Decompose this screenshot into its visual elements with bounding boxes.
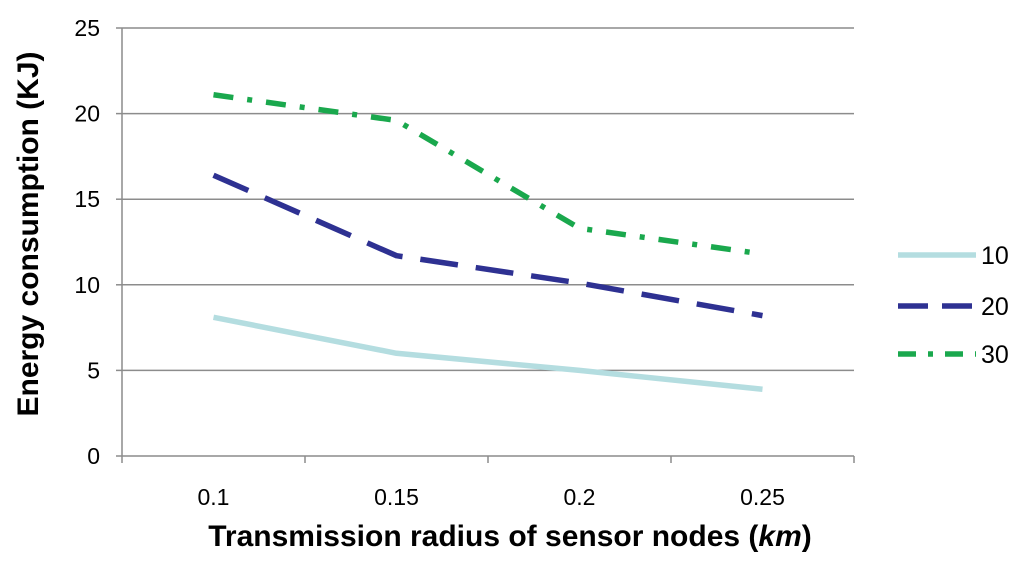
legend-label-30: 30 (981, 341, 1009, 369)
y-tick-labels: 0 5 10 15 20 25 (74, 15, 100, 469)
series-line-10 (212, 314, 763, 392)
legend-label-20: 20 (981, 293, 1009, 321)
x-tick-label: 0.1 (198, 484, 230, 510)
gridlines (122, 27, 854, 372)
legend-label-10: 10 (981, 242, 1009, 270)
y-tick-label: 25 (74, 15, 100, 41)
y-axis-title: Energy consumption (KJ) (12, 51, 45, 416)
series-line-20 (212, 172, 763, 319)
series-lines (212, 92, 763, 392)
y-tick-label: 0 (87, 443, 100, 469)
series-line-30 (213, 92, 763, 257)
x-tick-label: 0.15 (374, 484, 419, 510)
x-tick-label: 0.2 (564, 484, 596, 510)
y-tick-label: 20 (74, 101, 100, 127)
x-tick-labels: 0.1 0.15 0.2 0.25 (198, 484, 785, 510)
y-tick-label: 10 (74, 272, 100, 298)
x-axis-title: Transmission radius of sensor nodes (km) (208, 520, 812, 553)
legend: 10 20 30 (898, 242, 1009, 369)
x-axis-title-unit: km (758, 520, 801, 553)
x-axis-title-main: Transmission radius of sensor nodes ( (208, 520, 758, 553)
y-tick-label: 15 (74, 186, 100, 212)
y-tick-label: 5 (87, 357, 100, 383)
axes (116, 27, 855, 463)
x-axis-title-close: ) (802, 520, 812, 553)
x-tick-label: 0.25 (740, 484, 785, 510)
